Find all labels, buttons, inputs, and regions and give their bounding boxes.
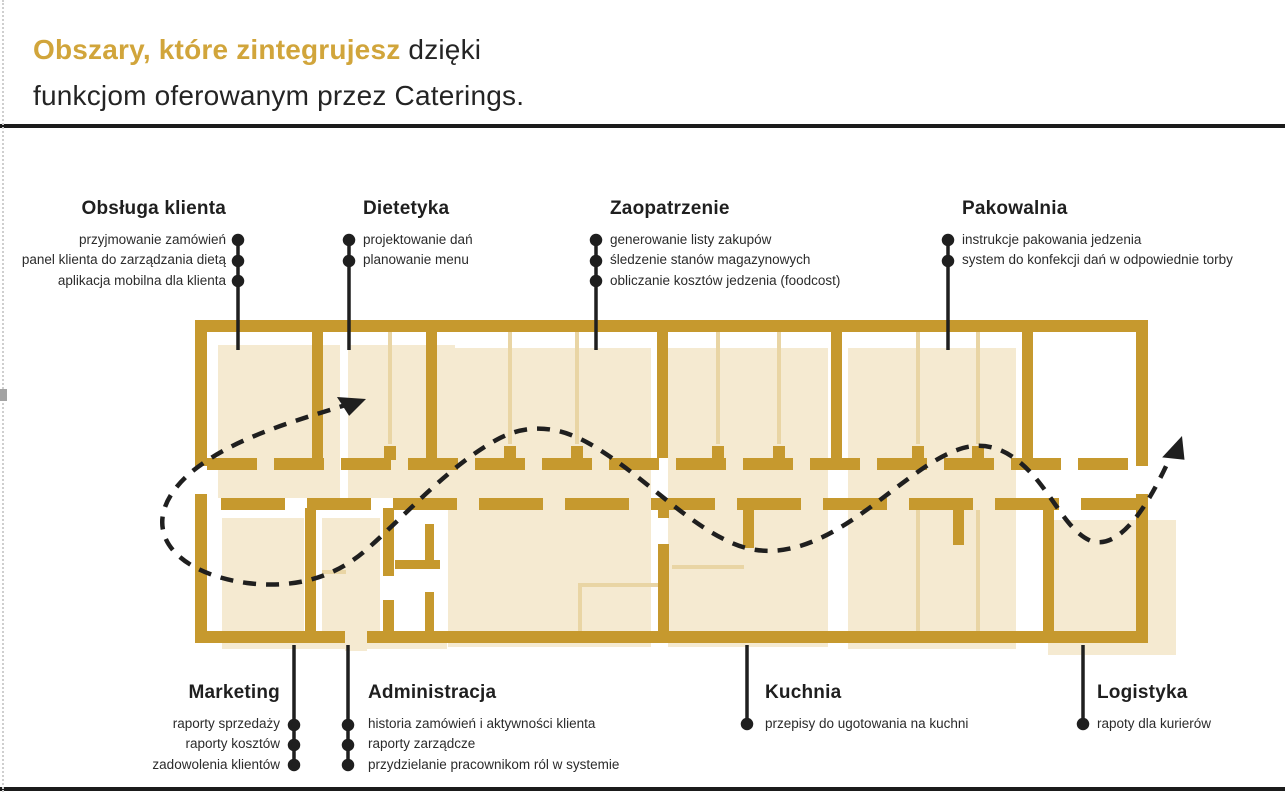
section-item: raporty kosztów	[185, 736, 280, 752]
section-item: raporty zarządcze	[368, 736, 476, 752]
section-item: system do konfekcji dań w odpowiednie to…	[962, 252, 1233, 268]
connector-administracja	[341, 645, 355, 772]
connector-dietetyka	[342, 233, 356, 350]
bottom-divider	[0, 787, 1285, 791]
section-pakowalnia: Pakowalnia instrukcje pakowania jedzenia…	[962, 197, 1233, 271]
section-items: projektowanie dań planowanie menu	[363, 230, 473, 271]
section-item: planowanie menu	[363, 252, 469, 268]
section-item: przyjmowanie zamówień	[78, 232, 226, 247]
section-items: raporty sprzedaży raporty kosztów zadowo…	[0, 714, 280, 775]
flow-path	[159, 396, 1185, 587]
section-heading: Zaopatrzenie	[610, 198, 730, 219]
section-item: aplikacja mobilna dla klienta	[57, 272, 226, 288]
section-heading: Kuchnia	[765, 682, 842, 703]
section-administracja: Administracja historia zamówień i aktywn…	[368, 681, 619, 775]
top-divider	[0, 124, 1285, 128]
section-heading: Dietetyka	[363, 198, 450, 219]
title-rest: dzięki	[400, 33, 482, 65]
connector-zaopatrzenie	[589, 233, 603, 350]
section-item: raporty sprzedaży	[172, 716, 280, 731]
connector-obsluga-klienta	[231, 233, 245, 350]
flow-arrow-icon	[336, 396, 366, 416]
section-items: generowanie listy zakupów śledzenie stan…	[610, 230, 840, 291]
title-highlight: Obszary, które zintegrujesz	[33, 33, 401, 65]
section-item: obliczanie kosztów jedzenia (foodcost)	[610, 272, 841, 288]
section-item: śledzenie stanów magazynowych	[610, 252, 811, 268]
section-obsluga-klienta: Obsługa klienta przyjmowanie zamówień pa…	[0, 197, 226, 291]
flow-arrow-icon	[1162, 436, 1185, 460]
section-kuchnia: Kuchnia przepisy do ugotowania na kuchni	[765, 681, 968, 734]
floor-plan-room-fills	[218, 345, 1176, 655]
section-item: instrukcje pakowania jedzenia	[962, 232, 1142, 247]
section-item: rapoty dla kurierów	[1097, 716, 1212, 731]
section-heading: Administracja	[368, 682, 497, 703]
connector-pakowalnia	[941, 233, 955, 350]
section-logistyka: Logistyka rapoty dla kurierów	[1097, 681, 1211, 734]
section-item: przepisy do ugotowania na kuchni	[765, 716, 969, 731]
section-item: przydzielanie pracownikom ról w systemie	[368, 756, 620, 772]
section-heading: Pakowalnia	[962, 198, 1068, 219]
connector-logistyka	[1076, 645, 1090, 731]
section-items: historia zamówień i aktywności klienta r…	[368, 714, 619, 775]
section-item: historia zamówień i aktywności klienta	[368, 716, 596, 731]
connector-kuchnia	[740, 645, 754, 731]
floor-plan-thin-partitions	[322, 332, 980, 631]
section-heading: Logistyka	[1097, 682, 1188, 703]
canvas-edge-handle	[0, 389, 7, 401]
section-zaopatrzenie: Zaopatrzenie generowanie listy zakupów ś…	[610, 197, 840, 291]
section-item: generowanie listy zakupów	[610, 232, 772, 247]
connector-marketing	[287, 645, 301, 772]
label-connectors	[231, 233, 1090, 772]
section-items: instrukcje pakowania jedzenia system do …	[962, 230, 1233, 271]
section-items: przyjmowanie zamówień panel klienta do z…	[0, 230, 226, 291]
section-items: rapoty dla kurierów	[1097, 714, 1211, 734]
section-item: zadowolenia klientów	[152, 756, 280, 772]
section-item: panel klienta do zarządzania dietą	[21, 252, 226, 268]
section-heading: Marketing	[188, 682, 280, 703]
page-title: Obszary, które zintegrujesz dzięki funkc…	[33, 27, 524, 119]
section-item: projektowanie dań	[363, 232, 473, 247]
section-items: przepisy do ugotowania na kuchni	[765, 714, 968, 734]
floor-plan-corridor-walls	[207, 458, 1136, 510]
section-dietetyka: Dietetyka projektowanie dań planowanie m…	[363, 197, 473, 271]
section-heading: Obsługa klienta	[81, 198, 226, 219]
title-line2: funkcjom oferowanym przez Caterings.	[33, 79, 525, 111]
section-marketing: Marketing raporty sprzedaży raporty kosz…	[0, 681, 280, 775]
